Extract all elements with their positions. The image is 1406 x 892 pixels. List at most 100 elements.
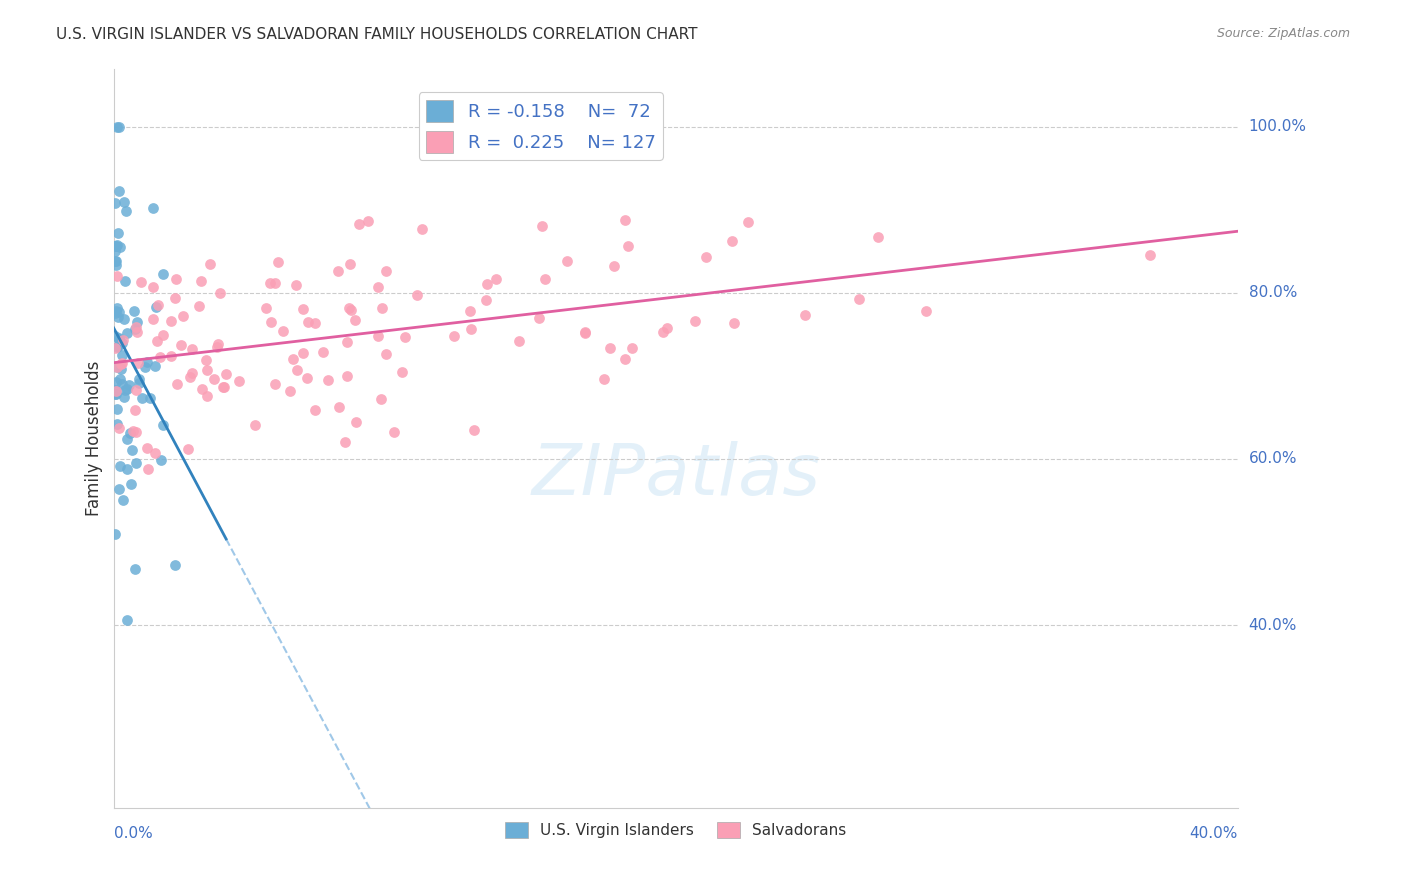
Point: [621, 341, 644, 355]
Point: [136, 354, 159, 368]
Point: [723, 316, 745, 330]
Point: [163, 558, 186, 573]
Point: [527, 311, 550, 326]
Text: 40.0%: 40.0%: [1189, 826, 1237, 841]
Point: [142, 201, 165, 215]
Point: [125, 326, 148, 340]
Point: [128, 371, 150, 385]
Point: [212, 380, 235, 394]
Point: [105, 340, 128, 354]
Point: [152, 267, 174, 281]
Point: [339, 301, 361, 315]
Point: [112, 492, 135, 507]
Point: [105, 360, 128, 375]
Point: [104, 244, 127, 259]
Point: [145, 300, 167, 314]
Point: [104, 254, 127, 268]
Point: [112, 194, 135, 209]
Point: [104, 258, 127, 272]
Point: [107, 339, 129, 353]
Point: [105, 359, 128, 374]
Point: [683, 314, 706, 328]
Point: [617, 239, 640, 253]
Point: [122, 424, 145, 438]
Point: [136, 441, 159, 455]
Point: [284, 278, 307, 293]
Point: [177, 442, 200, 457]
Point: [215, 367, 238, 381]
Point: [336, 334, 359, 349]
Point: [146, 334, 169, 349]
Point: [134, 360, 156, 375]
Point: [200, 257, 222, 271]
Point: [485, 272, 508, 286]
Point: [188, 299, 211, 313]
Point: [104, 341, 127, 355]
Point: [125, 383, 148, 397]
Point: [105, 238, 128, 252]
Legend: U.S. Virgin Islanders, Salvadorans: U.S. Virgin Islanders, Salvadorans: [499, 816, 852, 845]
Point: [316, 373, 339, 387]
Point: [259, 277, 281, 291]
Point: [344, 415, 367, 429]
Point: [264, 276, 287, 290]
Text: U.S. VIRGIN ISLANDER VS SALVADORAN FAMILY HOUSEHOLDS CORRELATION CHART: U.S. VIRGIN ISLANDER VS SALVADORAN FAMIL…: [56, 27, 697, 42]
Point: [111, 377, 134, 392]
Point: [367, 280, 389, 294]
Point: [152, 328, 174, 343]
Point: [170, 338, 193, 352]
Text: ZIPatlas: ZIPatlas: [531, 441, 820, 509]
Point: [371, 301, 394, 316]
Point: [118, 425, 141, 440]
Point: [160, 313, 183, 327]
Point: [136, 461, 159, 475]
Point: [181, 366, 204, 380]
Point: [375, 264, 398, 278]
Point: [367, 329, 389, 343]
Point: [146, 298, 169, 312]
Point: [652, 325, 675, 339]
Point: [121, 442, 143, 457]
Point: [794, 308, 817, 322]
Point: [105, 239, 128, 253]
Y-axis label: Family Households: Family Households: [86, 360, 103, 516]
Point: [114, 383, 136, 397]
Point: [111, 348, 134, 362]
Point: [115, 326, 138, 340]
Point: [128, 376, 150, 390]
Point: [508, 334, 530, 348]
Point: [212, 380, 235, 394]
Point: [285, 363, 308, 377]
Text: 0.0%: 0.0%: [114, 826, 152, 841]
Point: [443, 329, 465, 343]
Point: [163, 291, 186, 305]
Point: [127, 356, 149, 370]
Point: [195, 353, 218, 368]
Point: [166, 377, 188, 392]
Point: [108, 421, 131, 435]
Point: [179, 370, 201, 384]
Point: [347, 218, 370, 232]
Point: [460, 322, 482, 336]
Point: [150, 452, 173, 467]
Point: [104, 383, 127, 397]
Point: [394, 330, 416, 344]
Point: [110, 240, 132, 254]
Point: [593, 372, 616, 386]
Point: [530, 219, 553, 233]
Point: [104, 306, 127, 320]
Point: [105, 120, 128, 134]
Point: [107, 268, 129, 283]
Point: [107, 331, 129, 345]
Point: [104, 384, 127, 398]
Point: [115, 613, 138, 627]
Point: [129, 276, 152, 290]
Point: [406, 288, 429, 302]
Point: [159, 349, 181, 363]
Point: [125, 456, 148, 470]
Point: [343, 313, 366, 327]
Point: [411, 222, 433, 236]
Point: [475, 293, 498, 307]
Point: [105, 417, 128, 432]
Point: [108, 120, 131, 134]
